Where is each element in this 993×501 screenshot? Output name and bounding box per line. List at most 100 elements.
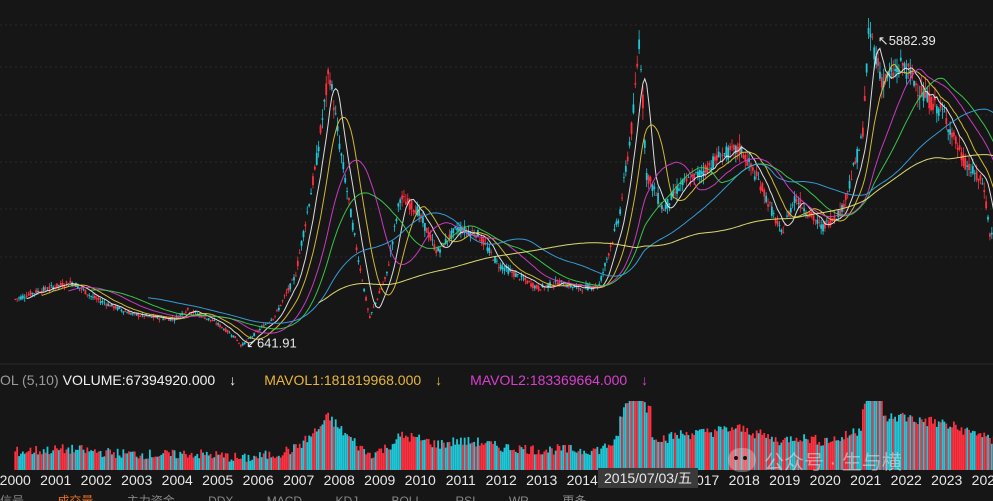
price-annotations: ↖5882.39 ↙641.91: [246, 33, 936, 350]
volume-bar: [587, 453, 589, 470]
volume-bar: [412, 436, 415, 470]
volume-bar: [776, 441, 779, 470]
volume-bar: [499, 450, 502, 470]
candle-body: [59, 282, 62, 286]
volume-bar: [203, 454, 206, 470]
volume-value: VOLUME:67394920.000 ↓: [62, 372, 237, 388]
candle-body: [185, 311, 187, 313]
candle-body: [655, 195, 658, 196]
candle-body: [621, 197, 623, 199]
volume-bar: [649, 406, 652, 470]
candle-body: [564, 285, 567, 288]
volume-bar: [894, 416, 897, 470]
tab-main-funds[interactable]: 主力资金: [126, 494, 175, 501]
volume-bar: [107, 448, 110, 470]
candle-body: [264, 324, 267, 326]
candle-body: [801, 207, 804, 209]
volume-bar: [27, 451, 30, 470]
candle-body: [221, 326, 223, 328]
candle-body: [964, 158, 967, 170]
candle-body: [177, 316, 180, 319]
volume-bar: [509, 450, 512, 470]
candle-body: [590, 289, 593, 290]
volume-bar: [543, 451, 546, 470]
candle-body: [681, 179, 684, 186]
volume-bar: [458, 444, 460, 470]
volume-bar: [497, 447, 500, 470]
volume-bar: [723, 426, 726, 470]
candle-body: [327, 69, 330, 75]
candle-body: [114, 305, 117, 309]
tab-boll[interactable]: BOLL: [391, 494, 423, 501]
volume-bar: [338, 428, 341, 470]
candle-body: [696, 171, 699, 177]
candle-body: [865, 63, 868, 73]
candle-body: [981, 183, 984, 185]
volume-bar: [116, 448, 119, 470]
candle-body: [217, 323, 220, 325]
volume-bar: [664, 440, 667, 470]
volume-bar: [281, 455, 284, 470]
volume-bar: [241, 454, 244, 470]
tab-kdj[interactable]: KDJ: [335, 494, 359, 501]
wechat-icon: [728, 448, 756, 472]
candle-body: [332, 107, 335, 111]
candle-body: [670, 192, 673, 200]
volume-bar: [539, 454, 542, 470]
volume-bar: [604, 443, 606, 470]
candle-body: [879, 71, 881, 79]
volume-bar: [198, 458, 201, 470]
volume-bar: [342, 435, 345, 470]
candle-body: [695, 171, 697, 173]
volume-bar: [594, 448, 597, 470]
tab-signal[interactable]: 信号: [0, 494, 25, 501]
candle-body: [746, 160, 749, 166]
volume-bar: [304, 435, 307, 470]
volume-bar: [368, 452, 371, 470]
volume-bar: [291, 452, 294, 470]
volume-bar: [890, 413, 893, 470]
volume-bar: [365, 454, 367, 470]
candle-body: [968, 163, 970, 171]
tab-macd[interactable]: MACD: [266, 494, 303, 501]
volume-bar: [336, 427, 339, 470]
candle-body: [395, 219, 398, 222]
candle-body: [103, 302, 106, 304]
tab-more[interactable]: 更多: [562, 494, 587, 501]
candle-body: [285, 292, 288, 294]
candle-body: [495, 260, 498, 262]
candle-body: [581, 290, 584, 292]
volume-bar: [609, 445, 612, 470]
volume-bar: [315, 431, 318, 470]
volume-bar: [325, 414, 328, 470]
volume-bar: [939, 422, 942, 470]
candle-body: [632, 104, 635, 113]
candle-body: [397, 203, 400, 207]
candle-body: [213, 319, 216, 321]
tab-ddx[interactable]: DDX: [208, 494, 234, 501]
tab-volume[interactable]: 成交量: [57, 494, 94, 501]
volume-bar: [224, 453, 227, 470]
volume-bar: [990, 443, 993, 470]
tab-rsi[interactable]: RSI: [455, 494, 476, 501]
candle-body: [228, 332, 231, 334]
volume-bar: [219, 454, 221, 470]
volume-bar: [640, 401, 642, 470]
candle-body: [294, 275, 297, 277]
volume-bar: [372, 457, 375, 470]
tab-wr[interactable]: WR: [508, 494, 529, 501]
candle-body: [820, 224, 823, 229]
volume-bar: [253, 455, 256, 470]
volume-bar: [329, 420, 331, 470]
volume-bar: [270, 457, 273, 470]
indicator-tab-bar[interactable]: 信号 成交量 主力资金 DDX MACD KDJ BOLL RSI WR 更多: [0, 492, 993, 501]
candle-body: [613, 228, 616, 231]
candle-body: [676, 186, 678, 194]
volume-bar: [370, 458, 373, 470]
candle-body: [173, 320, 176, 321]
candle-body: [609, 245, 612, 247]
candle-body: [748, 158, 750, 162]
volume-bar: [805, 438, 807, 470]
candle-body: [920, 85, 923, 97]
